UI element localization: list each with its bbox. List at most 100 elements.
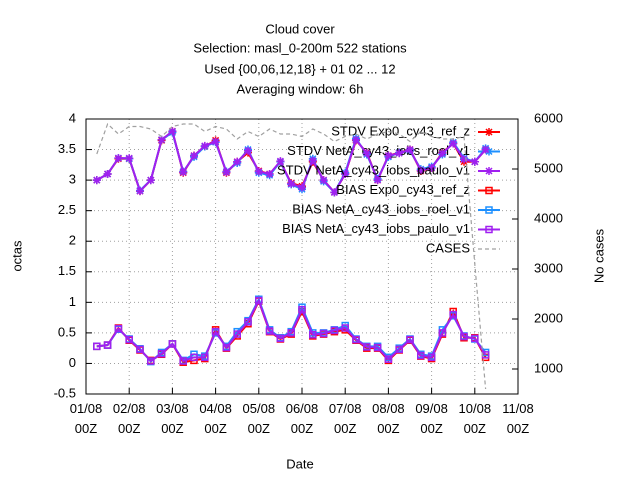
data-point [103, 341, 112, 349]
y2-tick-label: 3000 [534, 260, 563, 275]
data-point [395, 149, 404, 158]
x-tick-label: 08/08 00Z [372, 401, 405, 436]
data-point [363, 343, 371, 351]
data-point [179, 357, 187, 365]
x-tick-label: 01/08 00Z [70, 401, 103, 436]
data-point [222, 343, 231, 352]
data-point [471, 334, 479, 343]
x-tick-label: 05/08 00Z [243, 401, 276, 436]
data-point [438, 329, 447, 337]
data-point [190, 151, 198, 160]
legend-label: BIAS NetA_cy43_iobs_roel_v1 [292, 201, 470, 216]
y-tick-label: 3 [69, 172, 76, 187]
y2-tick-label: 5000 [534, 160, 563, 175]
x-tick-label: 07/08 00Z [329, 401, 362, 436]
data-point [395, 345, 403, 354]
data-point [319, 176, 328, 185]
data-point [341, 170, 350, 178]
data-point [222, 168, 231, 177]
data-point [114, 324, 123, 333]
y-tick-label: 1 [69, 294, 76, 309]
data-point [309, 330, 317, 339]
data-point [417, 351, 425, 360]
data-point [276, 334, 285, 343]
data-point [373, 176, 382, 185]
data-point [308, 156, 317, 165]
data-point [406, 145, 414, 154]
data-point [201, 353, 209, 362]
data-point [438, 149, 447, 158]
data-point [179, 168, 188, 177]
y-tick-label: 3.5 [58, 141, 76, 156]
data-point [287, 329, 295, 337]
chart-subtitle: Used {00,06,12,18} + 01 02 ... 12 [204, 61, 395, 76]
data-point [373, 343, 382, 352]
data-point [136, 187, 144, 196]
y2-tick-label: 6000 [534, 110, 563, 125]
data-point [255, 296, 263, 305]
legend-label: CASES [426, 240, 470, 255]
data-point [147, 357, 155, 365]
data-point [341, 324, 349, 332]
data-point [146, 176, 155, 185]
data-point [254, 167, 263, 176]
plot-frame [85, 118, 519, 395]
chart-subtitle: Selection: masl_0-200m 522 stations [193, 40, 407, 55]
x-axis-label: Date [286, 456, 313, 471]
data-point [136, 345, 144, 354]
data-point [200, 141, 209, 150]
y-tick-label: 0 [69, 355, 76, 370]
data-point [449, 139, 458, 148]
data-point [481, 145, 490, 154]
data-point [384, 355, 393, 363]
data-point [190, 353, 198, 362]
y2-axis-label: No cases [591, 228, 606, 283]
y2-tick-label: 1000 [534, 360, 563, 375]
data-point [244, 146, 252, 155]
data-point [449, 310, 457, 319]
y-axis-label: octas [9, 240, 24, 272]
y-tick-label: 0.5 [58, 324, 76, 339]
data-point [330, 188, 339, 197]
chart-title: Cloud cover [265, 21, 335, 36]
data-point [319, 329, 328, 338]
data-point [211, 327, 220, 336]
x-tick-label: 03/08 00Z [156, 401, 189, 436]
series-line [96, 297, 487, 363]
data-point [92, 176, 101, 185]
y-tick-label: 2.5 [58, 202, 76, 217]
data-point [352, 135, 360, 144]
x-tick-label: 10/08 00Z [459, 401, 492, 436]
data-point [427, 353, 436, 362]
data-point [157, 349, 166, 358]
x-tick-label: 04/08 00Z [199, 401, 232, 436]
legend-marker [485, 225, 493, 234]
data-point [384, 151, 393, 160]
data-point [276, 157, 285, 166]
legend-marker [485, 128, 493, 136]
data-point [427, 163, 436, 172]
y-tick-label: 1.5 [58, 263, 76, 278]
data-point [362, 149, 371, 158]
x-tick-label: 06/08 00Z [286, 401, 319, 436]
data-point [125, 335, 133, 344]
data-point [460, 332, 468, 341]
data-point [416, 166, 425, 175]
data-point [287, 179, 296, 188]
data-point [168, 340, 177, 348]
data-point [114, 154, 123, 163]
legend-label: STDV Exp0_cy43_ref_z [331, 123, 470, 138]
data-point [233, 157, 242, 166]
data-point [157, 135, 166, 144]
data-point [233, 330, 241, 338]
legend-marker [485, 186, 493, 195]
data-point [125, 154, 134, 163]
data-point [352, 335, 360, 344]
data-point [406, 335, 414, 344]
data-point [460, 155, 468, 164]
y-tick-label: 2 [69, 233, 76, 248]
data-point [244, 318, 252, 326]
